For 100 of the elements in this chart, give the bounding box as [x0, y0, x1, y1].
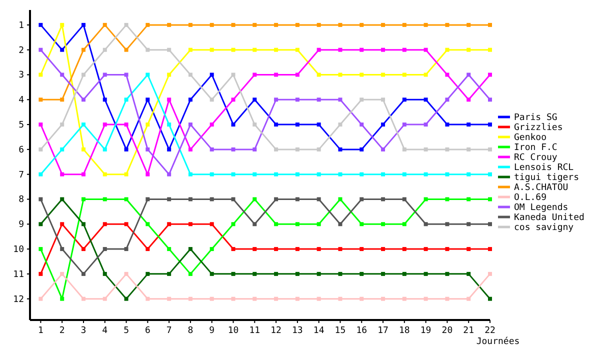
point [445, 122, 450, 127]
point [360, 98, 364, 102]
point [381, 72, 386, 77]
y-tick-label: 3 [18, 70, 24, 81]
point [81, 272, 86, 276]
point [102, 272, 107, 276]
point [338, 172, 342, 176]
point [167, 22, 172, 27]
y-tick-label: 1 [18, 20, 24, 31]
point [188, 147, 192, 152]
point [338, 247, 342, 252]
x-tick-label: 15 [334, 326, 346, 336]
point [167, 247, 172, 252]
point [38, 122, 43, 127]
point [81, 122, 86, 127]
point [81, 197, 86, 202]
point [188, 247, 192, 252]
point [81, 72, 86, 77]
point [466, 22, 471, 27]
point [231, 98, 236, 102]
point [316, 222, 321, 226]
point [338, 22, 342, 27]
point [381, 197, 386, 202]
legend-label: RC Crouy [514, 153, 558, 163]
point [274, 72, 278, 77]
point [210, 122, 214, 127]
x-tick-label: 19 [420, 326, 432, 336]
point [338, 147, 342, 152]
point [466, 222, 471, 226]
point [81, 222, 86, 226]
point [274, 272, 278, 276]
point [38, 72, 43, 77]
point [381, 122, 386, 127]
legend-label: Grizzlies [514, 123, 563, 133]
point [146, 147, 150, 152]
point [231, 147, 236, 152]
point [167, 147, 172, 152]
point [102, 48, 107, 52]
point [146, 122, 150, 127]
x-tick-label: 4 [102, 326, 108, 336]
point [38, 222, 43, 226]
point [488, 72, 492, 77]
point [60, 272, 64, 276]
x-tick-label: 14 [313, 326, 324, 336]
point [445, 48, 450, 52]
point [445, 197, 450, 202]
legend-label: cos savigny [514, 223, 574, 233]
point [252, 48, 257, 52]
point [424, 22, 428, 27]
point [274, 98, 278, 102]
point [424, 122, 428, 127]
point [210, 98, 214, 102]
point [488, 122, 492, 127]
point [81, 22, 86, 27]
point [338, 197, 342, 202]
point [38, 48, 43, 52]
point [316, 72, 321, 77]
point [167, 197, 172, 202]
legend-label: Kaneda United [514, 213, 584, 223]
point [445, 172, 450, 176]
point [360, 247, 364, 252]
point [338, 222, 342, 226]
y-tick-label: 9 [18, 220, 24, 230]
x-tick-label: 1 [38, 326, 44, 336]
point [295, 222, 300, 226]
point [381, 48, 386, 52]
point [167, 272, 172, 276]
point [231, 48, 236, 52]
point [252, 197, 257, 202]
point [488, 296, 492, 301]
point [316, 197, 321, 202]
x-tick-label: 7 [166, 326, 172, 336]
point [402, 147, 406, 152]
point [402, 122, 406, 127]
legend-label: Paris SG [514, 113, 558, 123]
point [102, 72, 107, 77]
point [402, 48, 406, 52]
point [38, 172, 43, 176]
point [231, 172, 236, 176]
point [360, 172, 364, 176]
point [60, 147, 64, 152]
x-tick-label: 21 [463, 326, 474, 336]
point [381, 98, 386, 102]
point [81, 172, 86, 176]
point [295, 22, 300, 27]
x-tick-label: 13 [292, 326, 303, 336]
point [38, 296, 43, 301]
point [466, 247, 471, 252]
point [424, 48, 428, 52]
point [488, 247, 492, 252]
point [402, 72, 406, 77]
y-tick-label: 11 [13, 270, 24, 280]
point [210, 172, 214, 176]
point [210, 222, 214, 226]
point [231, 122, 236, 127]
point [466, 147, 471, 152]
point [188, 296, 192, 301]
point [338, 48, 342, 52]
point [488, 272, 492, 276]
point [445, 247, 450, 252]
